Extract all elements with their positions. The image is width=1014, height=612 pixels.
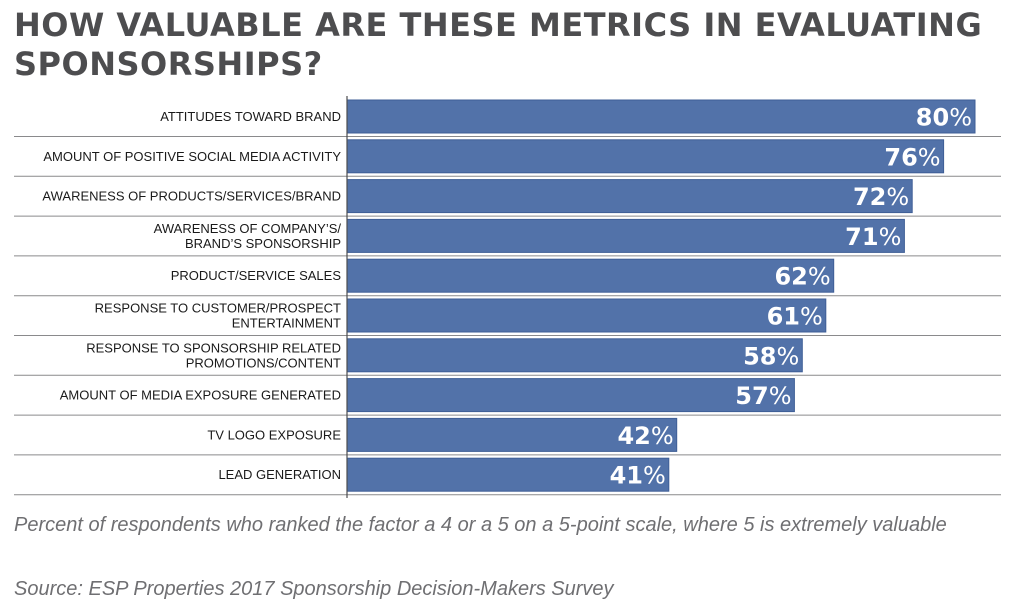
bar-chart: ATTITUDES TOWARD BRAND 80% AMOUNT OF POSIT… [14, 96, 1001, 498]
bar [346, 139, 945, 174]
chart-source: Source: ESP Properties 2017 Sponsorship … [14, 578, 614, 600]
category-label: RESPONSE TO SPONSORSHIP RELATED PROMOTION… [86, 340, 341, 370]
bar [346, 338, 803, 373]
category-label: TV LOGO EXPOSURE [207, 427, 341, 442]
value-label: 58% [743, 342, 799, 370]
bar [346, 99, 976, 134]
bar [346, 378, 795, 413]
bar [346, 258, 835, 293]
category-label: ATTITUDES TOWARD BRAND [160, 109, 341, 124]
bar [346, 298, 827, 333]
value-label: 61% [767, 303, 823, 331]
category-label: AWARENESS OF PRODUCTS/SERVICES/BRAND [42, 189, 341, 204]
value-label: 41% [610, 462, 666, 490]
value-label: 80% [916, 104, 972, 132]
value-label: 62% [774, 263, 830, 291]
value-label: 72% [853, 183, 909, 211]
bar [346, 417, 678, 452]
category-label: RESPONSE TO CUSTOMER/PROSPECT ENTERTAINME… [95, 301, 341, 331]
category-label: AMOUNT OF MEDIA EXPOSURE GENERATED [60, 388, 341, 403]
category-label: PRODUCT/SERVICE SALES [171, 268, 342, 283]
bar [346, 218, 905, 253]
category-label: AWARENESS OF COMPANY’S/BRAND’S SPONSORSH… [154, 221, 342, 251]
value-label: 57% [735, 382, 791, 410]
chart-footnote: Percent of respondents who ranked the fa… [14, 514, 947, 536]
category-label: AMOUNT OF POSITIVE SOCIAL MEDIA ACTIVITY [43, 149, 341, 164]
bar [346, 179, 913, 214]
chart-title: HOW VALUABLE ARE THESE METRICS IN EVALUA… [14, 6, 983, 83]
value-label: 76% [884, 143, 940, 171]
value-label: 42% [617, 422, 673, 450]
category-label: LEAD GENERATION [218, 467, 341, 482]
value-label: 71% [845, 223, 901, 251]
